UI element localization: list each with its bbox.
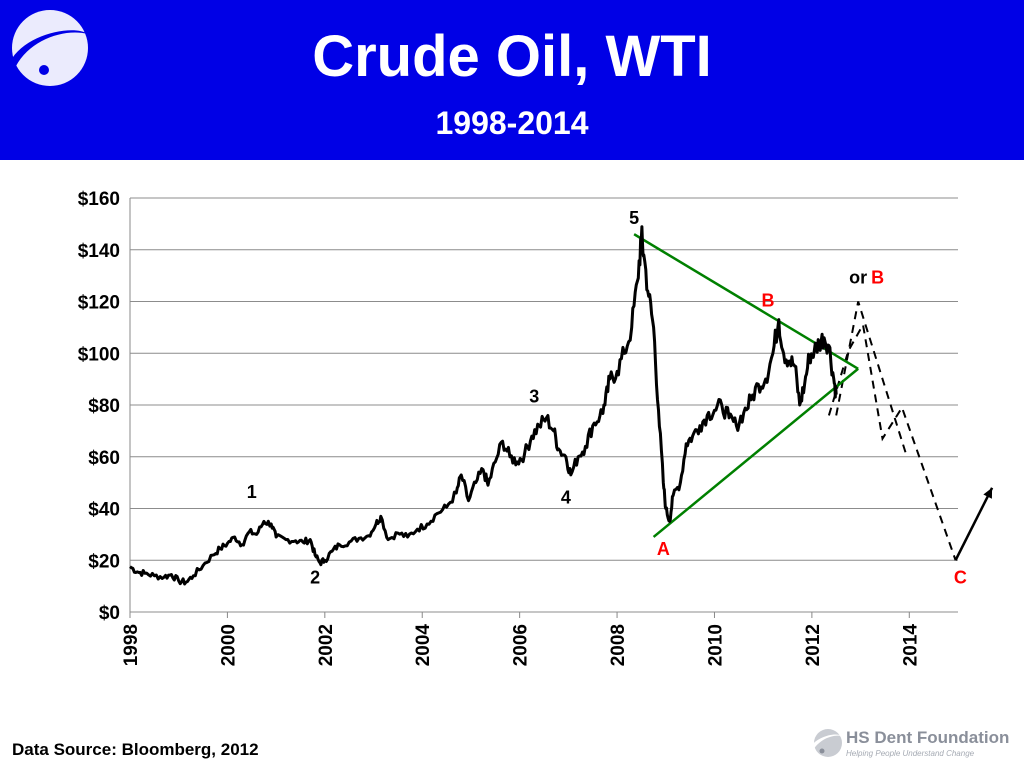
circular-swoosh-logo-icon — [10, 10, 88, 86]
brand-name: HS Dent Foundation — [846, 728, 1010, 747]
header-banner: Crude Oil, WTI 1998-2014 — [0, 0, 1024, 160]
wave-label: 1 — [247, 482, 257, 502]
x-tick-label: 2000 — [218, 624, 239, 666]
grid-lines — [129, 197, 958, 618]
price-line — [129, 225, 838, 586]
x-tick-label: 2004 — [413, 624, 434, 667]
wave-label: or — [849, 267, 867, 287]
y-tick-label: $160 — [78, 189, 120, 210]
x-axis-ticks: 1998 2000 2002 2004 2006 2008 2010 2012 2014 — [121, 624, 921, 667]
wave-label: C — [954, 568, 967, 588]
price-series — [129, 225, 838, 586]
chart: $0 $20 $40 $60 $80 $100 $120 $140 $160 1998 2000 2… — [78, 189, 994, 667]
y-tick-label: $0 — [99, 603, 120, 624]
projection-arrow — [954, 487, 994, 561]
wave-label: 2 — [310, 568, 320, 588]
y-tick-label: $60 — [88, 448, 120, 469]
trendline — [652, 367, 859, 538]
y-tick-label: $20 — [88, 551, 120, 572]
y-tick-label: $80 — [88, 396, 120, 417]
y-axis-ticks: $0 $20 $40 $60 $80 $100 $120 $140 $160 — [78, 189, 120, 624]
projection-paths — [827, 301, 994, 561]
x-tick-label: 1998 — [121, 624, 142, 666]
page-subtitle: 1998-2014 — [435, 105, 589, 141]
x-tick-label: 2012 — [803, 624, 824, 666]
data-source-note: Data Source: Bloomberg, 2012 — [12, 740, 259, 759]
wave-label: 3 — [529, 386, 539, 406]
y-tick-label: $40 — [88, 500, 120, 521]
wave-label: 5 — [629, 208, 639, 228]
x-tick-label: 2014 — [900, 624, 921, 667]
projection-dashed-line — [827, 321, 957, 561]
projection-arrowhead — [983, 487, 993, 499]
x-tick-label: 2010 — [705, 624, 726, 666]
wave-label: B — [762, 291, 775, 311]
x-tick-label: 2002 — [316, 624, 337, 666]
x-tick-label: 2006 — [511, 624, 532, 666]
y-tick-label: $140 — [78, 241, 120, 262]
projection-dashed-line — [835, 301, 908, 458]
y-tick-label: $120 — [78, 293, 120, 314]
y-tick-label: $100 — [78, 344, 120, 365]
wave-label: B — [871, 267, 884, 287]
swoosh-logo-icon — [808, 729, 842, 757]
brand-tagline: Helping People Understand Change — [846, 749, 975, 758]
x-tick-label: 2008 — [608, 624, 629, 666]
trend-lines — [633, 233, 859, 538]
wave-label: 4 — [561, 487, 571, 507]
page-title: Crude Oil, WTI — [312, 24, 712, 89]
wave-label: A — [657, 539, 670, 559]
